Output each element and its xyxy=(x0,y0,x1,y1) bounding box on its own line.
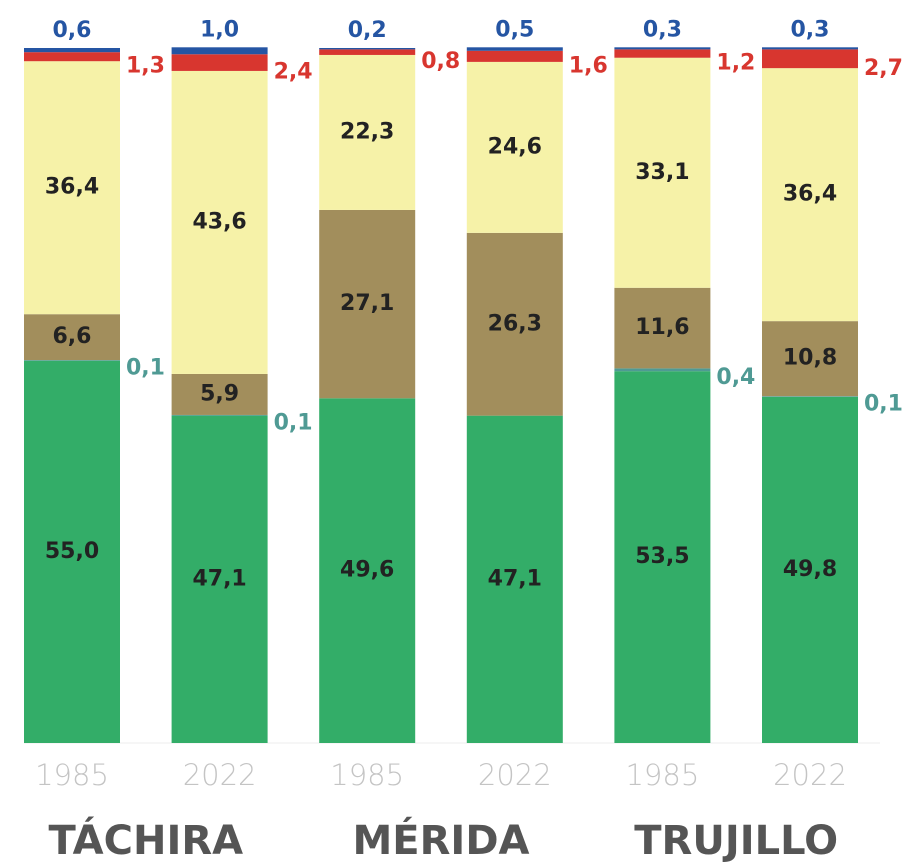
data-label: 53,5 xyxy=(635,544,689,569)
bar-segment xyxy=(762,47,858,50)
data-label: 0,3 xyxy=(643,17,682,42)
data-label: 47,1 xyxy=(192,566,246,591)
bar-segment xyxy=(319,49,416,55)
bar-segment xyxy=(762,396,858,743)
data-label: 1,3 xyxy=(126,54,165,79)
data-label: 27,1 xyxy=(340,291,394,316)
data-label: 1,6 xyxy=(569,53,608,78)
bar-segment xyxy=(762,49,858,69)
bar-segment xyxy=(466,232,563,416)
data-label: 55,0 xyxy=(45,539,99,564)
bar-segment xyxy=(24,360,120,743)
bar-segment xyxy=(319,54,416,210)
data-label: 36,4 xyxy=(783,182,837,207)
bar-segment xyxy=(24,314,120,361)
bar-segment xyxy=(171,373,268,415)
bar-segment xyxy=(171,54,268,71)
data-label: 24,6 xyxy=(488,134,542,159)
bar-segment xyxy=(762,321,858,397)
data-label: 0,3 xyxy=(791,17,830,42)
data-label: 5,9 xyxy=(200,381,239,406)
bar-segment xyxy=(614,287,711,369)
bar-segment xyxy=(614,57,711,288)
data-label: 43,6 xyxy=(192,209,246,234)
data-label: 0,2 xyxy=(348,18,387,43)
group-label: MÉRIDA xyxy=(353,816,530,864)
data-label: 0,1 xyxy=(274,410,313,435)
data-label: 6,6 xyxy=(53,324,92,349)
data-label: 49,6 xyxy=(340,558,394,583)
bar-segment xyxy=(171,415,268,743)
bar-segment xyxy=(171,47,268,55)
bar-segment xyxy=(319,209,416,399)
bar-segment xyxy=(762,68,858,322)
x-tick-label: 1985 xyxy=(330,758,404,792)
group-label: TRUJILLO xyxy=(634,818,838,864)
data-label: 0,1 xyxy=(864,392,903,417)
bar-segment xyxy=(466,61,563,233)
bar-segment xyxy=(466,415,563,743)
x-tick-label: 2022 xyxy=(183,758,257,792)
data-label: 49,8 xyxy=(783,557,837,582)
bar-segment xyxy=(466,47,563,51)
data-label: 0,4 xyxy=(716,365,755,390)
data-label: 11,6 xyxy=(635,315,689,340)
x-tick-label: 2022 xyxy=(478,758,552,792)
data-label: 1,0 xyxy=(200,17,239,42)
data-label: 2,4 xyxy=(274,60,313,85)
bar-segment xyxy=(24,61,120,315)
data-label: 2,7 xyxy=(864,56,903,81)
bar-segment xyxy=(614,47,711,50)
x-tick-label: 2022 xyxy=(773,758,847,792)
data-label: 0,6 xyxy=(53,18,92,43)
data-label: 0,1 xyxy=(126,355,165,380)
bar-segment xyxy=(466,50,563,62)
bar-segment xyxy=(614,368,711,372)
data-label: 10,8 xyxy=(783,346,837,371)
data-label: 22,3 xyxy=(340,119,394,144)
bar-segment xyxy=(614,49,711,58)
bar-segment xyxy=(319,398,416,743)
x-tick-label: 1985 xyxy=(35,758,109,792)
data-label: 0,8 xyxy=(421,49,460,74)
x-tick-label: 1985 xyxy=(625,758,699,792)
group-label: TÁCHIRA xyxy=(48,816,243,864)
bar-segment xyxy=(171,414,268,416)
data-label: 33,1 xyxy=(635,160,689,185)
data-label: 47,1 xyxy=(488,566,542,591)
bar-segment xyxy=(24,52,120,62)
bar-segment xyxy=(24,48,120,53)
data-label: 36,4 xyxy=(45,175,99,200)
data-label: 1,2 xyxy=(716,51,755,76)
bar-segment xyxy=(762,396,858,397)
data-label: 26,3 xyxy=(488,311,542,336)
bar-segment xyxy=(24,360,120,361)
bar-segment xyxy=(614,371,711,743)
bar-segment xyxy=(319,48,416,50)
data-label: 0,5 xyxy=(495,17,534,42)
bar-segment xyxy=(171,70,268,374)
